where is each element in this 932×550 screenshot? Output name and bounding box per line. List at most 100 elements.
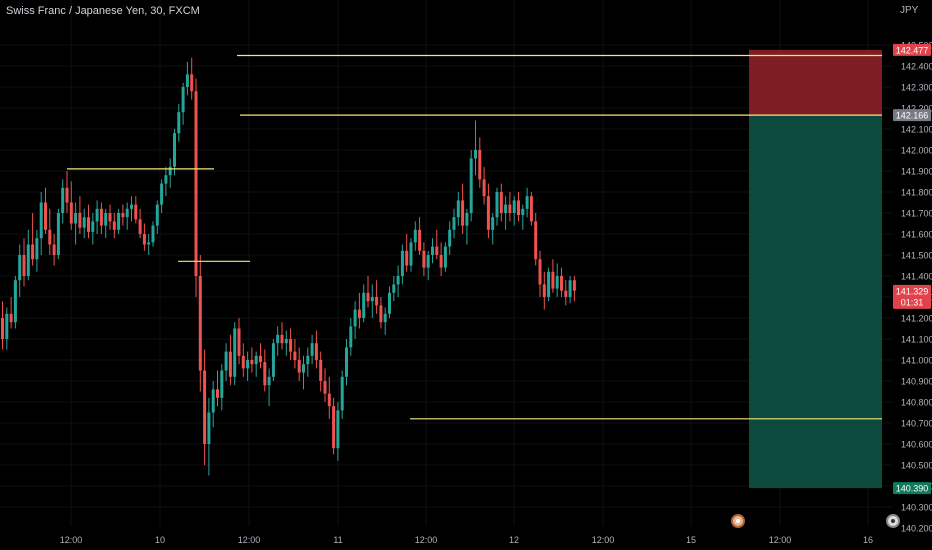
candle-body [160, 183, 164, 205]
candle-body [259, 355, 262, 363]
price-axis-panel[interactable] [893, 0, 932, 550]
candle-body [431, 246, 434, 255]
price-tick-label: 141.000 [901, 356, 932, 366]
candle-body [130, 204, 133, 209]
candle-body [482, 179, 486, 197]
candle-body [254, 355, 258, 365]
candle-body [551, 271, 555, 289]
candle-body [104, 213, 108, 226]
candle-body [418, 229, 422, 251]
price-tick-label: 141.500 [901, 251, 932, 261]
candle-body [302, 364, 305, 373]
candle-body [396, 276, 400, 285]
candle-body [529, 196, 533, 222]
grid-lines [0, 0, 893, 529]
target-price-tag-text: 140.390 [896, 484, 929, 494]
price-tick-label: 141.800 [901, 188, 932, 198]
time-axis[interactable]: 12:00 10 12:00 11 12:00 12 12:00 15 12:00 16 [60, 535, 873, 545]
candle-body [409, 242, 413, 266]
candle-body [216, 389, 219, 398]
candle-body [388, 292, 391, 314]
candle-body [572, 280, 576, 291]
candle-body [207, 412, 211, 444]
stop-loss-zone[interactable] [749, 49, 882, 116]
candle-body [465, 213, 469, 226]
candle-body [568, 280, 572, 297]
candle-body [190, 74, 194, 92]
candle-body [405, 250, 409, 266]
candle-body [413, 229, 417, 243]
candle-body [542, 284, 546, 297]
entry-price-tag-text: 142.166 [896, 111, 929, 121]
candle-body [18, 255, 22, 281]
candle-body [198, 276, 202, 371]
candle-body [474, 150, 477, 159]
candle-body [26, 244, 30, 276]
price-tick-label: 140.300 [901, 503, 932, 513]
candle-body [448, 229, 452, 247]
candle-body [357, 309, 361, 318]
candle-body [370, 297, 374, 302]
candle-body [276, 334, 280, 344]
candlesticks [1, 57, 576, 476]
candle-body [95, 208, 99, 222]
candle-body [383, 313, 387, 323]
candle-body [5, 313, 9, 339]
candle-body [349, 326, 353, 348]
candle-body [108, 213, 112, 222]
candle-body [452, 217, 456, 230]
candle-body [314, 343, 318, 360]
candle-body [379, 305, 383, 323]
candle-body [185, 74, 189, 87]
candle-body [164, 175, 168, 184]
candle-body [142, 234, 146, 245]
event-marker-icon-2[interactable] [886, 514, 900, 528]
candle-body [280, 334, 284, 344]
candle-body [211, 389, 215, 413]
candle-body [564, 290, 568, 297]
candle-body [340, 376, 344, 411]
candle-body [310, 343, 314, 356]
candle-body [478, 150, 482, 180]
candle-body [469, 158, 473, 213]
candle-body [13, 280, 17, 323]
time-tick-label: 12:00 [769, 535, 792, 545]
time-tick-label: 12:00 [592, 535, 615, 545]
candle-body [246, 360, 250, 369]
candle-body [456, 200, 460, 218]
candle-body [112, 221, 116, 230]
countdown-text: 01:31 [901, 297, 924, 307]
time-axis-panel[interactable] [0, 526, 932, 550]
candle-body [525, 196, 529, 209]
price-tick-label: 141.600 [901, 230, 932, 240]
entry-price-tag [893, 109, 931, 122]
candle-body [392, 284, 396, 293]
candle-body [117, 213, 121, 230]
price-tick-label: 141.200 [901, 314, 932, 324]
candle-body [336, 410, 340, 449]
candle-body [486, 196, 490, 230]
current-price-text: 141.329 [896, 286, 929, 296]
level-lines[interactable] [67, 54, 882, 420]
position-zones[interactable] [749, 49, 882, 489]
candle-body [224, 351, 228, 371]
candle-body [151, 225, 155, 243]
candle-body [78, 213, 82, 228]
candle-body [267, 376, 271, 386]
current-price-tag [893, 284, 931, 309]
candle-body [39, 202, 43, 239]
candle-body [439, 255, 443, 268]
candle-body [534, 221, 538, 260]
time-tick-label: 10 [155, 535, 165, 545]
candle-body [9, 313, 13, 323]
candle-body [495, 192, 499, 218]
candle-body [121, 213, 125, 218]
candle-body [560, 276, 563, 291]
candle-body [521, 208, 525, 216]
event-marker-icon[interactable] [731, 514, 745, 528]
take-profit-zone[interactable] [749, 115, 882, 489]
candle-body [177, 112, 181, 134]
time-tick-label: 12:00 [60, 535, 83, 545]
